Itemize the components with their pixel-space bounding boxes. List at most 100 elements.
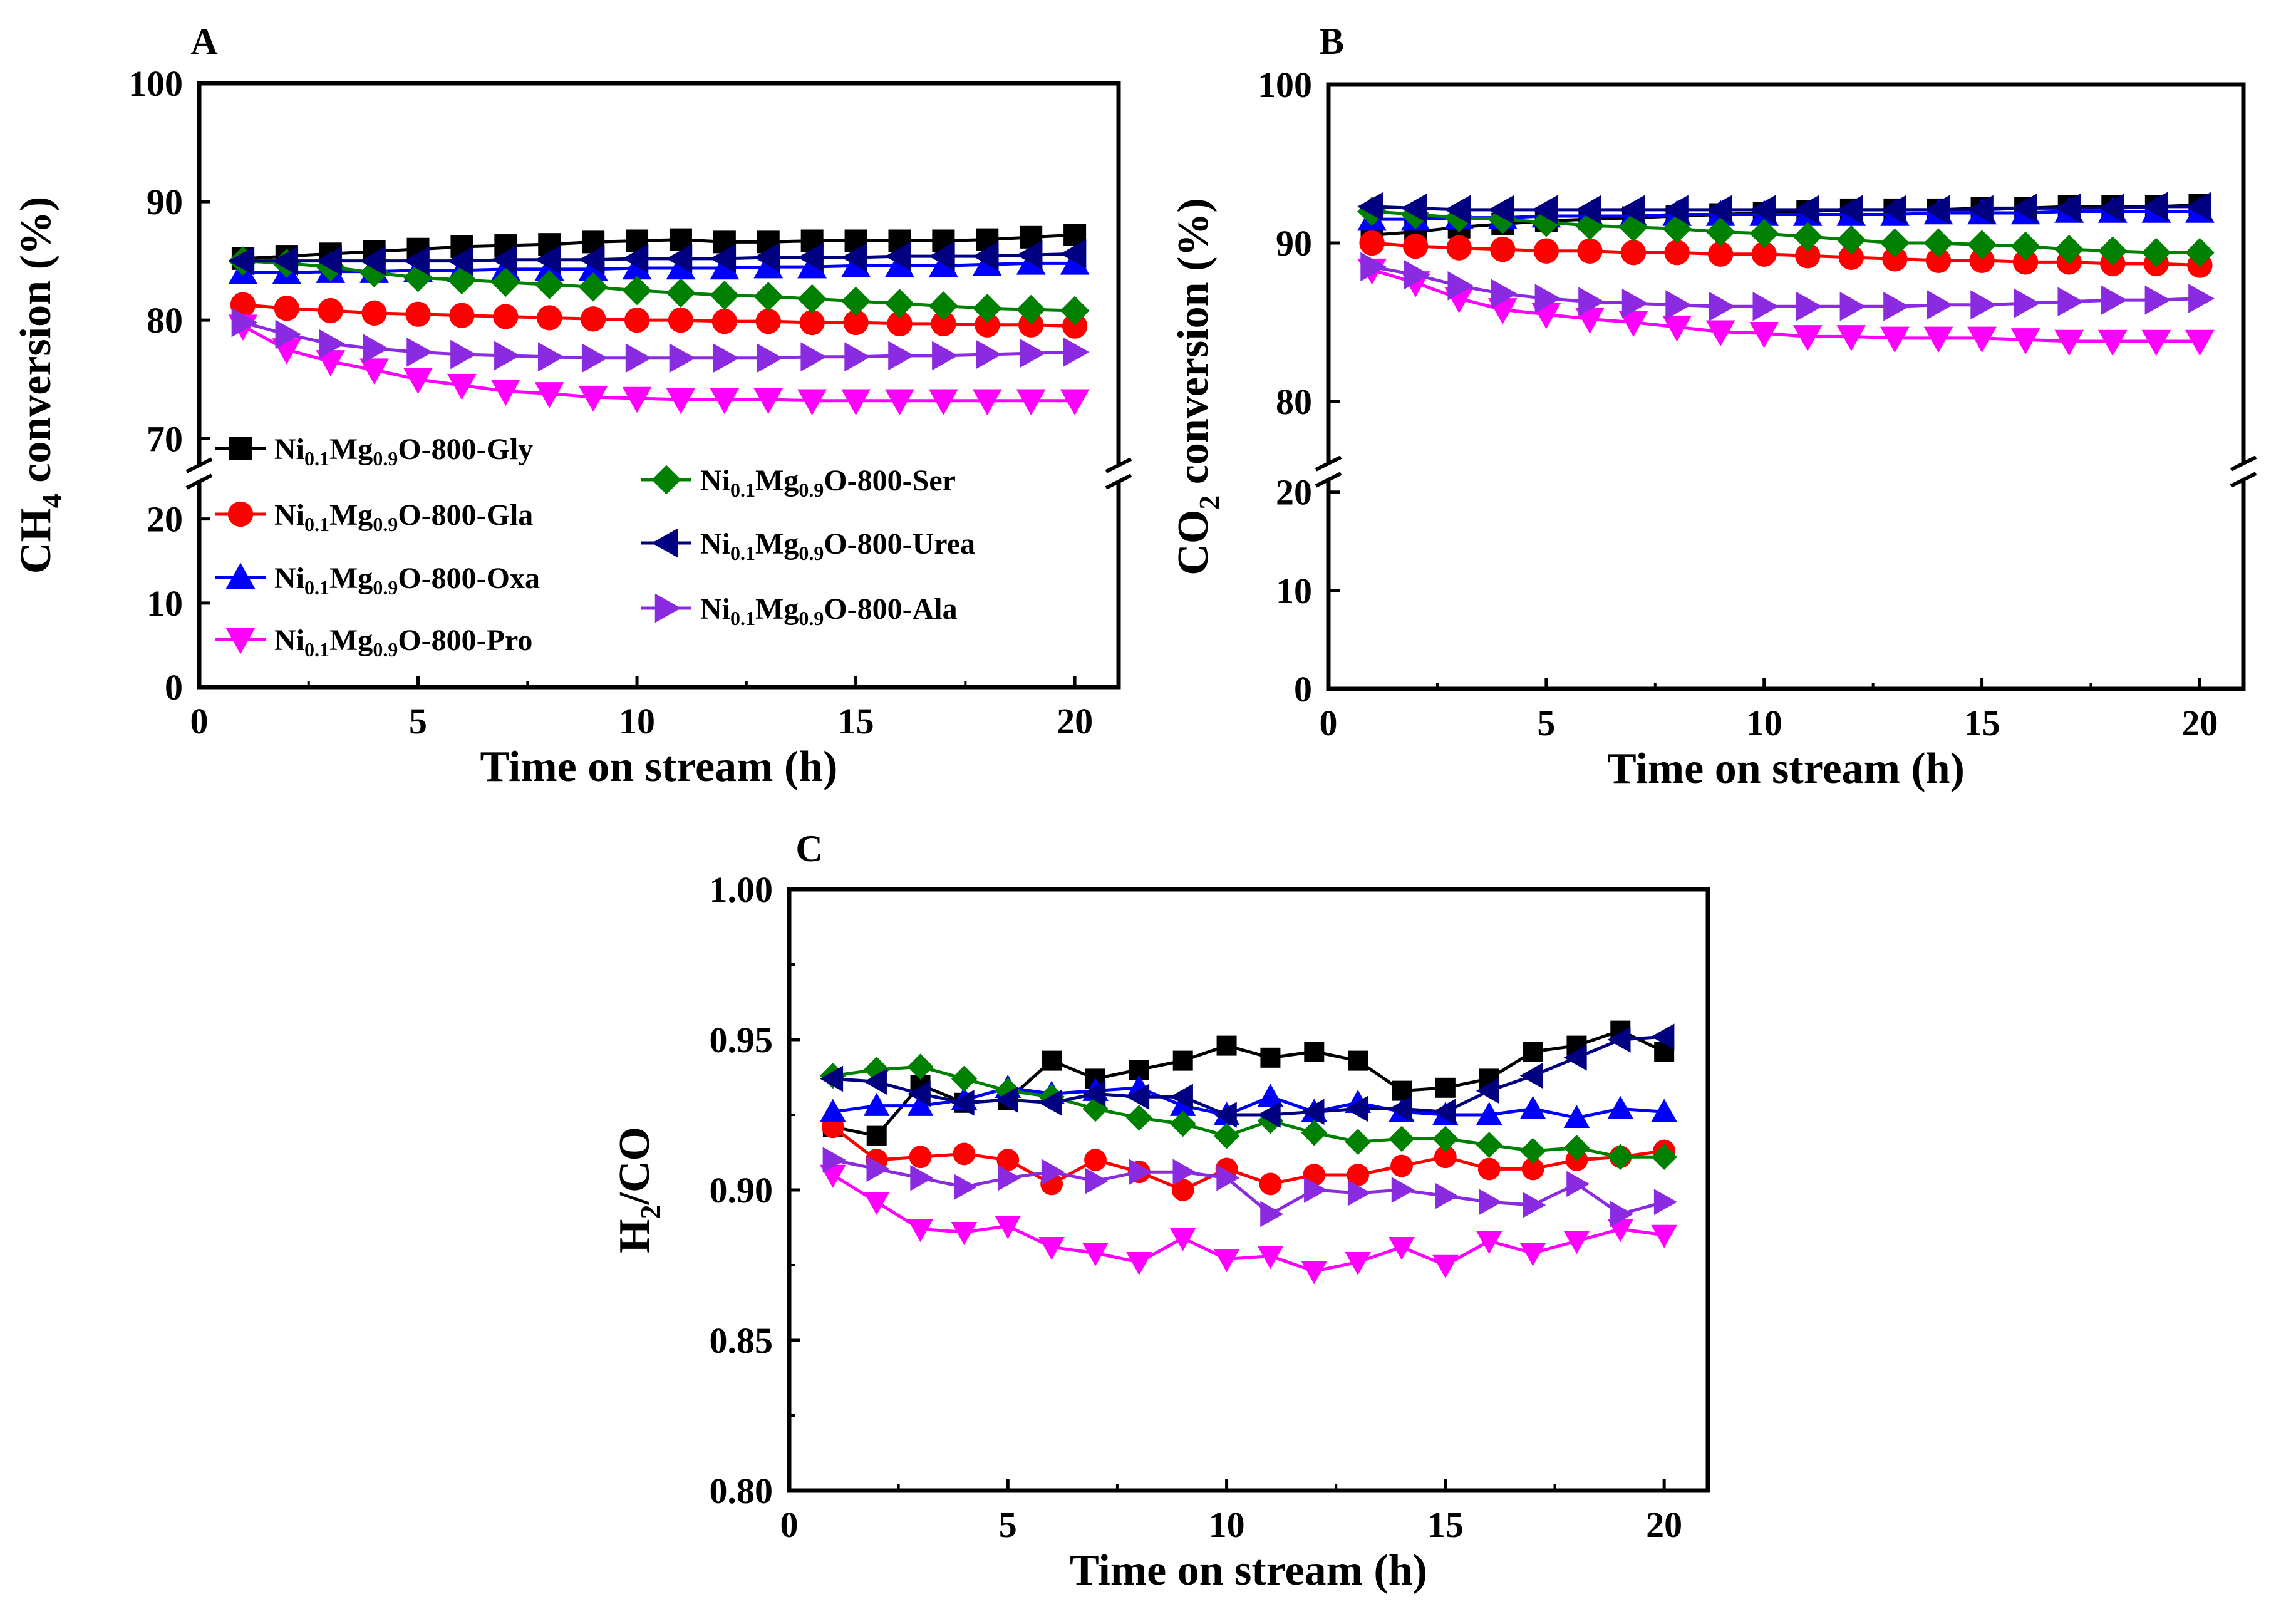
data-point-ala xyxy=(888,341,914,371)
data-point-urea xyxy=(1967,195,1994,225)
data-point-gla xyxy=(1434,1146,1457,1169)
data-point-urea xyxy=(1618,195,1645,225)
data-point-gla xyxy=(909,1146,932,1169)
data-point-pro xyxy=(1389,1236,1415,1260)
data-point-urea xyxy=(972,241,999,271)
data-point-ala xyxy=(1566,1171,1590,1197)
x-tick-label: 10 xyxy=(1209,1504,1245,1545)
data-point-pro xyxy=(1563,1231,1590,1254)
legend-marker-oxa xyxy=(225,562,256,589)
data-point-gla xyxy=(1664,240,1690,266)
y-axis-break-mark xyxy=(1105,473,1132,490)
data-point-pro xyxy=(359,358,390,385)
y-axis-break-mark xyxy=(185,457,213,473)
data-point-oxa xyxy=(1519,1095,1546,1119)
data-point-urea xyxy=(272,246,299,276)
data-point-pro xyxy=(1792,325,1823,351)
legend-item-urea: Ni0.1Mg0.9O-800-Urea xyxy=(641,527,975,564)
legend-marker-gly xyxy=(229,437,252,460)
data-point-gly xyxy=(1304,1042,1325,1062)
data-point-ser xyxy=(622,276,652,306)
x-axis-title: Time on stream (h) xyxy=(1607,745,1965,793)
data-point-pro xyxy=(710,388,740,415)
data-point-ser xyxy=(534,270,564,299)
data-point-ala xyxy=(1927,290,1953,320)
data-point-pro xyxy=(1016,389,1046,416)
y-tick-label: 20 xyxy=(147,499,183,540)
data-point-gla xyxy=(1446,235,1472,261)
data-point-pro xyxy=(1967,326,1997,353)
data-point-ser xyxy=(1651,1144,1677,1170)
data-point-oxa xyxy=(863,1092,890,1116)
data-point-ser xyxy=(1880,228,1910,258)
data-point-ala xyxy=(954,1174,978,1200)
data-point-ala xyxy=(1610,1201,1634,1228)
y-tick-label: 90 xyxy=(147,182,183,222)
data-point-gla xyxy=(449,303,475,328)
data-point-ala xyxy=(1621,288,1648,318)
x-tick-label: 5 xyxy=(999,1504,1017,1545)
data-point-gla xyxy=(361,300,387,326)
data-point-urea xyxy=(1651,1023,1675,1050)
series-pro xyxy=(1357,258,2215,356)
data-point-gla xyxy=(1925,247,1952,274)
data-point-ala xyxy=(800,342,827,372)
data-point-gla xyxy=(1490,237,1516,262)
data-point-ser xyxy=(1792,222,1823,252)
data-point-ala xyxy=(932,341,958,371)
x-tick-label: 10 xyxy=(619,701,655,742)
plot-frame xyxy=(1326,82,2246,691)
data-point-gla xyxy=(755,308,781,334)
data-point-urea xyxy=(228,246,255,276)
data-point-pro xyxy=(951,1221,978,1245)
data-point-ala xyxy=(494,341,520,371)
y-tick-label: 1.00 xyxy=(710,869,773,910)
data-point-ser xyxy=(1389,1125,1415,1152)
y-axis-break-mark xyxy=(185,473,213,490)
data-point-ala xyxy=(1129,1159,1152,1185)
data-point-pro xyxy=(1126,1251,1152,1275)
data-point-oxa xyxy=(1169,1092,1196,1116)
data-point-pro xyxy=(1301,1261,1328,1285)
data-point-ala xyxy=(866,1156,890,1182)
data-point-ala xyxy=(1041,1159,1065,1185)
data-point-urea xyxy=(359,246,386,276)
x-tick-label: 15 xyxy=(1427,1504,1464,1545)
data-point-pro xyxy=(447,373,477,400)
data-point-urea xyxy=(1389,1095,1412,1122)
data-point-ala xyxy=(2014,288,2040,318)
data-point-pro xyxy=(2141,329,2171,356)
data-point-urea xyxy=(666,244,693,274)
data-point-ala xyxy=(1491,279,1518,309)
data-point-pro xyxy=(972,389,1002,416)
data-point-pro xyxy=(1880,326,1910,353)
data-point-ala xyxy=(1260,1201,1284,1228)
data-point-gla xyxy=(1577,238,1603,264)
x-tick-label: 0 xyxy=(190,701,209,742)
data-point-ser xyxy=(1749,219,1779,249)
data-point-urea xyxy=(885,241,911,271)
data-point-ala xyxy=(757,343,784,373)
legend-label: Ni0.1Mg0.9O-800-Ser xyxy=(700,464,956,501)
data-point-ala xyxy=(1709,291,1735,321)
data-point-gla xyxy=(1402,233,1429,259)
data-point-urea xyxy=(1531,195,1558,225)
data-point-pro xyxy=(1038,1236,1065,1260)
data-point-ser xyxy=(1301,1120,1328,1146)
data-point-urea xyxy=(534,245,561,275)
data-point-ala xyxy=(1534,284,1561,314)
data-point-gla xyxy=(953,1142,976,1166)
data-point-gla xyxy=(711,308,738,334)
x-tick-label: 0 xyxy=(780,1504,799,1545)
data-point-gly xyxy=(1172,1050,1193,1071)
data-point-urea xyxy=(907,1080,931,1107)
data-point-ala xyxy=(713,343,740,373)
data-point-urea xyxy=(1880,195,1906,225)
x-tick-label: 5 xyxy=(1537,703,1555,743)
panel-label: A xyxy=(190,21,217,62)
y-axis-title: H2/CO xyxy=(611,1127,666,1253)
data-point-ala xyxy=(822,1147,846,1173)
data-point-ser xyxy=(1345,1129,1371,1155)
data-point-pro xyxy=(797,389,827,416)
